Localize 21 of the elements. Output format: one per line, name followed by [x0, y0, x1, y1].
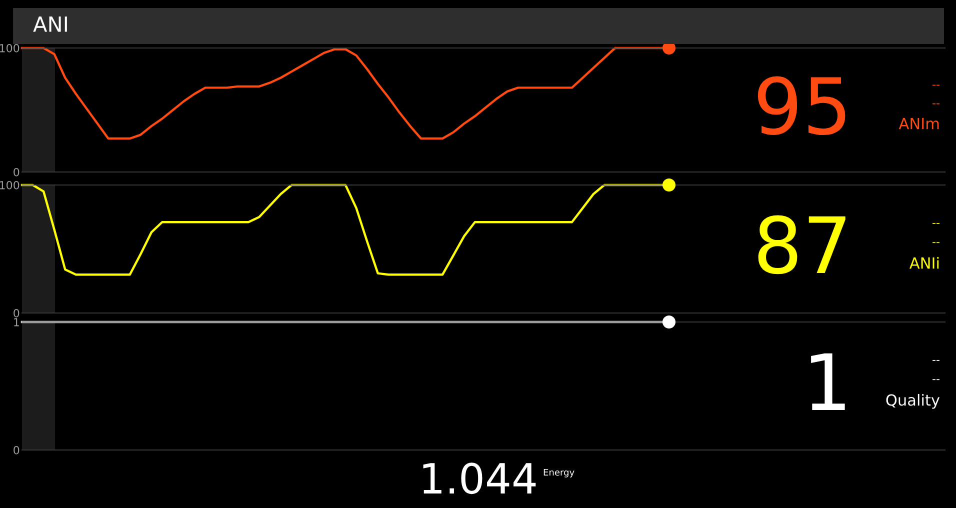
text: ANIi — [909, 256, 939, 269]
chart-title: ANI — [33, 16, 67, 32]
y-tick-label: 0 — [14, 446, 20, 454]
y-tick-label: 1 — [14, 318, 19, 326]
text: 87 — [758, 215, 846, 274]
text: 1 — [811, 353, 845, 410]
y-tick-label: 100 — [0, 44, 20, 52]
y-tick-label: 0 — [14, 308, 20, 318]
text: 1.044 — [423, 462, 536, 494]
text: Energy — [544, 468, 574, 478]
text: Quality — [886, 394, 940, 409]
text: -- — [932, 242, 940, 244]
text: -- — [932, 84, 940, 86]
text: -- — [932, 222, 940, 224]
text: 95 — [758, 76, 846, 136]
y-tick-label: 100 — [0, 180, 20, 190]
text: ANIm — [898, 118, 939, 130]
text: -- — [932, 360, 940, 361]
text: -- — [932, 379, 940, 380]
y-tick-label: 0 — [14, 168, 20, 176]
text: -- — [932, 103, 940, 104]
